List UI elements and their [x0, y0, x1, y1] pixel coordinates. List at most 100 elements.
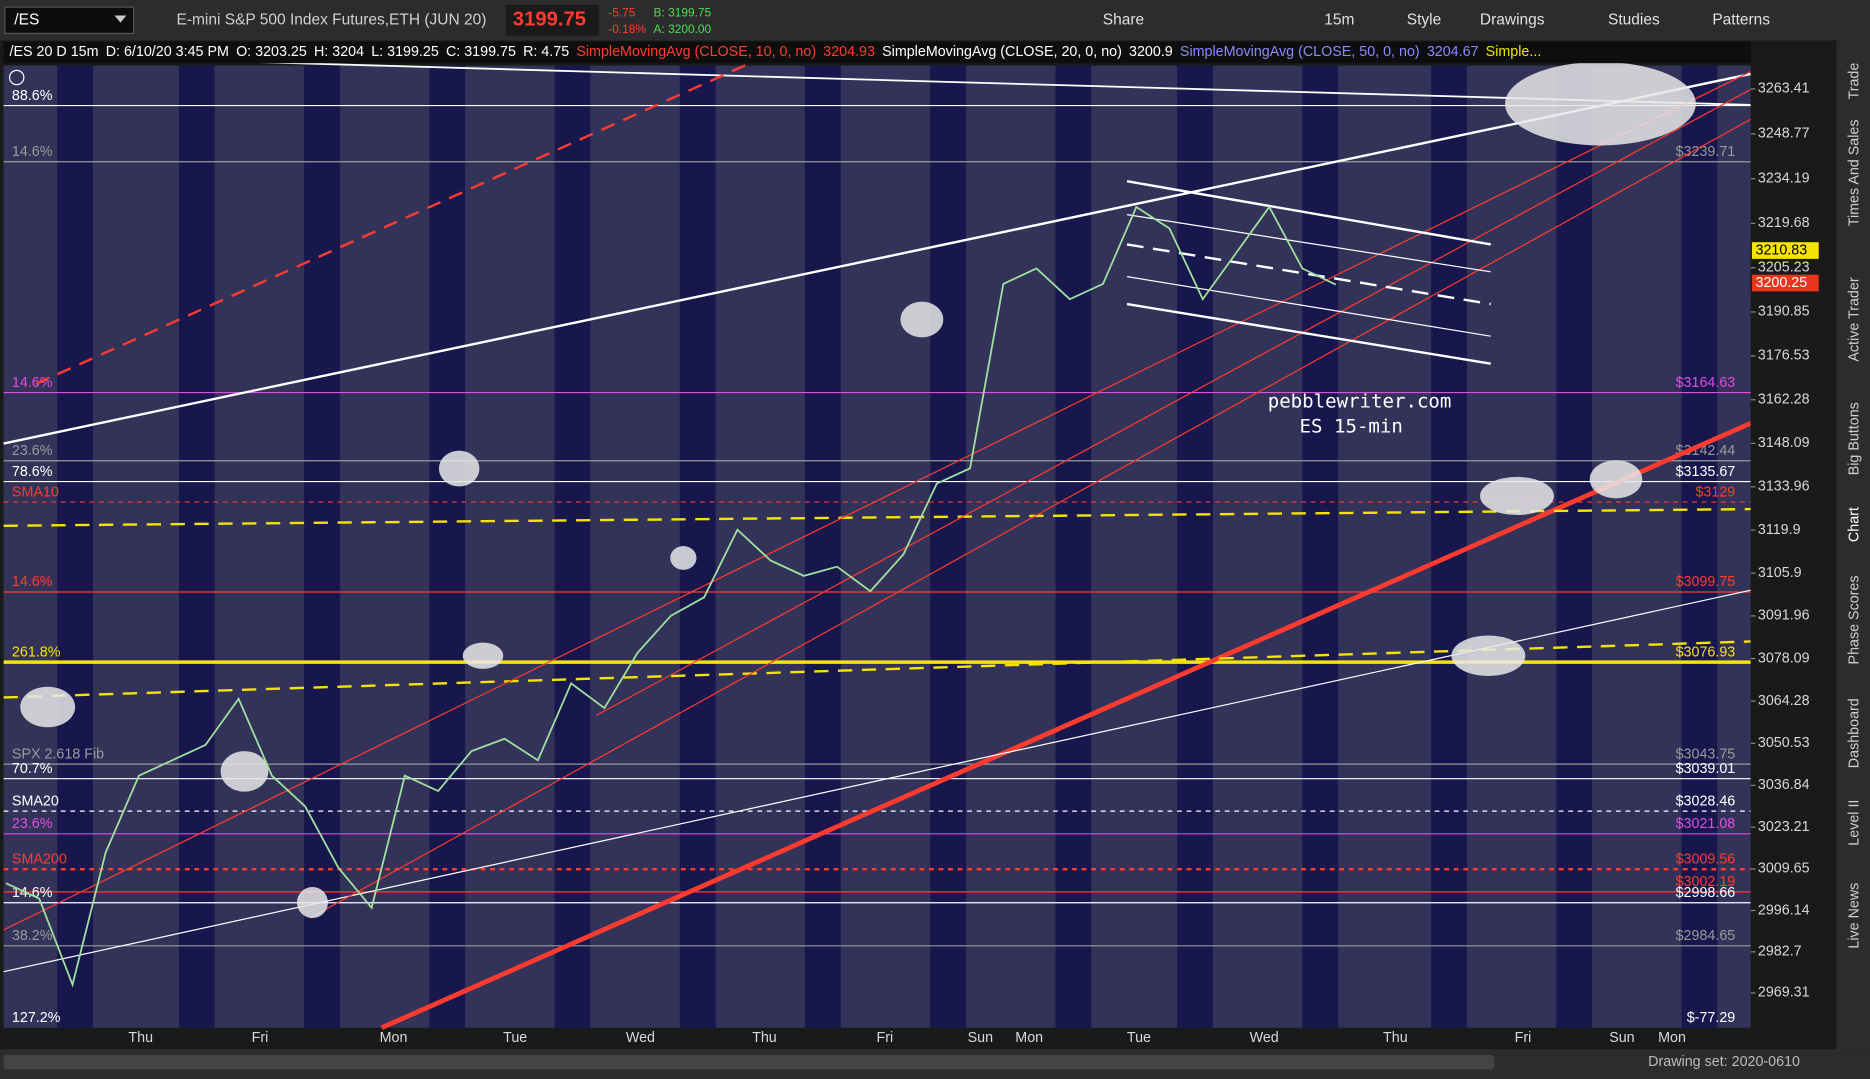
level-tag: 23.6% [12, 443, 53, 459]
plot-area [3, 65, 1751, 1028]
x-tick-label: Wed [1250, 1030, 1279, 1046]
level-tag: 70.7% [12, 761, 53, 777]
ask: A: 3200.00 [654, 22, 712, 36]
level-tag: 23.6% [12, 816, 53, 832]
level-tag: 14.6% [12, 885, 53, 901]
level-tag: SMA200 [12, 851, 67, 867]
last-price: 3199.75 [513, 9, 586, 31]
y-tick-label: 3263.41 [1758, 81, 1810, 97]
y-tick-label: 3205.23 [1758, 260, 1810, 276]
level-label: $3099.75 [1676, 574, 1736, 590]
side-tab[interactable]: Times And Sales [1846, 120, 1862, 227]
channel-line [1126, 302, 1491, 365]
level-label: $3164.63 [1676, 375, 1736, 391]
session-band [178, 65, 215, 1028]
ellipse [1505, 61, 1696, 146]
toolbar-button[interactable]: Studies [1608, 11, 1660, 28]
session-band [930, 65, 967, 1028]
y-tick-label: 3105.9 [1758, 565, 1802, 581]
scrollbar[interactable] [3, 1055, 1495, 1070]
annotation: pebblewriter.com [1268, 390, 1452, 412]
toolbar-button[interactable]: Style [1407, 11, 1441, 28]
y-tick-label: 3119.9 [1758, 522, 1801, 538]
header-item: SimpleMovingAvg (CLOSE, 50, 0, no) [1180, 44, 1420, 60]
header-item: C: 3199.75 [446, 44, 516, 60]
level-label: $3043.75 [1676, 746, 1736, 762]
channel-line [1126, 276, 1491, 337]
toolbar-button[interactable]: Share [1103, 11, 1144, 28]
side-panel [1836, 40, 1870, 1050]
x-tick-label: Sun [968, 1030, 993, 1046]
x-tick-label: Tue [503, 1030, 527, 1046]
study-header-text: /ES 20 D 15m D: 6/10/20 3:45 PM O: 3203.25… [10, 44, 1542, 60]
ellipse [670, 546, 697, 570]
price-plot [5, 205, 1337, 988]
x-tick-label: Thu [128, 1030, 153, 1046]
side-tabs: Trade Times And Sales Active Trader Big But… [1846, 63, 1862, 949]
price-line [5, 205, 1337, 988]
side-tab[interactable]: Level II [1846, 800, 1862, 846]
toolbar-button[interactable]: 15m [1324, 11, 1354, 28]
price-box [1751, 274, 1819, 292]
ellipse [296, 887, 328, 919]
session-band [1556, 65, 1593, 1028]
y-tick-label: 3036.84 [1758, 777, 1810, 793]
trendline [3, 72, 1751, 445]
session-band [1431, 65, 1467, 1028]
y-tick-label: 3162.28 [1758, 392, 1810, 408]
x-tick-label: Thu [1383, 1030, 1408, 1046]
y-tick-label: 3190.85 [1758, 304, 1810, 320]
x-tick-label: Mon [380, 1030, 408, 1046]
level-label: $3009.56 [1676, 851, 1736, 867]
x-tick-label: Thu [752, 1030, 777, 1046]
ellipse [900, 301, 944, 338]
change-pct: -0.18% [608, 22, 646, 36]
x-tick-label: Fri [877, 1030, 894, 1046]
symbol-input[interactable] [4, 6, 135, 34]
y-tick-label: 3133.96 [1758, 479, 1810, 495]
side-tab[interactable]: Active Trader [1846, 277, 1862, 361]
header-item: 3200.9 [1129, 44, 1173, 60]
x-tick-label: Fri [252, 1030, 269, 1046]
level-tag: 127.2% [12, 1010, 61, 1026]
header-item: O: 3203.25 [236, 44, 307, 60]
header-item: 3204.93 [823, 44, 875, 60]
level-tag: SPX 2.618 Fib [12, 746, 104, 762]
price-box [1751, 242, 1819, 259]
alert-icon[interactable] [8, 69, 25, 86]
side-tab[interactable]: Big Buttons [1846, 402, 1862, 475]
level-tag: 14.6% [12, 574, 53, 590]
annotation: ES 15-min [1300, 415, 1403, 437]
level-tag: 88.6% [12, 88, 53, 104]
level-label: $3039.01 [1676, 761, 1736, 777]
x-tick-label: Tue [1127, 1030, 1151, 1046]
price-box-label: 3210.83 [1756, 242, 1808, 258]
side-tab[interactable]: Phase Scores [1846, 575, 1862, 664]
dropdown-arrow[interactable] [114, 15, 127, 23]
side-tab[interactable]: Dashboard [1846, 698, 1862, 768]
ellipse [1480, 476, 1554, 516]
trendline [3, 507, 1751, 527]
x-tick-label: Fri [1515, 1030, 1532, 1046]
trendline [309, 118, 1752, 919]
side-tab[interactable]: Trade [1846, 63, 1862, 100]
level-label: $-77.29 [1687, 1010, 1736, 1026]
level-tag: 38.2% [12, 928, 53, 944]
x-tick-label: Mon [1658, 1030, 1686, 1046]
side-tab[interactable]: Chart [1846, 507, 1862, 542]
session-band [1177, 65, 1213, 1028]
session-band [554, 65, 591, 1028]
y-tick-label: 3023.21 [1758, 819, 1810, 835]
toolbar-button[interactable]: Drawings [1480, 11, 1545, 28]
level-tag: 78.6% [12, 464, 53, 480]
y-tick-label: 3064.28 [1758, 693, 1810, 709]
session-band [1681, 65, 1718, 1028]
side-tab[interactable]: Live News [1846, 883, 1862, 949]
toolbar-button[interactable]: Patterns [1712, 11, 1770, 28]
level-tag: SMA20 [12, 793, 59, 809]
y-tick-label: 3091.96 [1758, 608, 1810, 624]
channel-line [1126, 243, 1491, 306]
instrument-description: E-mini S&P 500 Index Futures,ETH (JUN 20… [177, 11, 487, 28]
